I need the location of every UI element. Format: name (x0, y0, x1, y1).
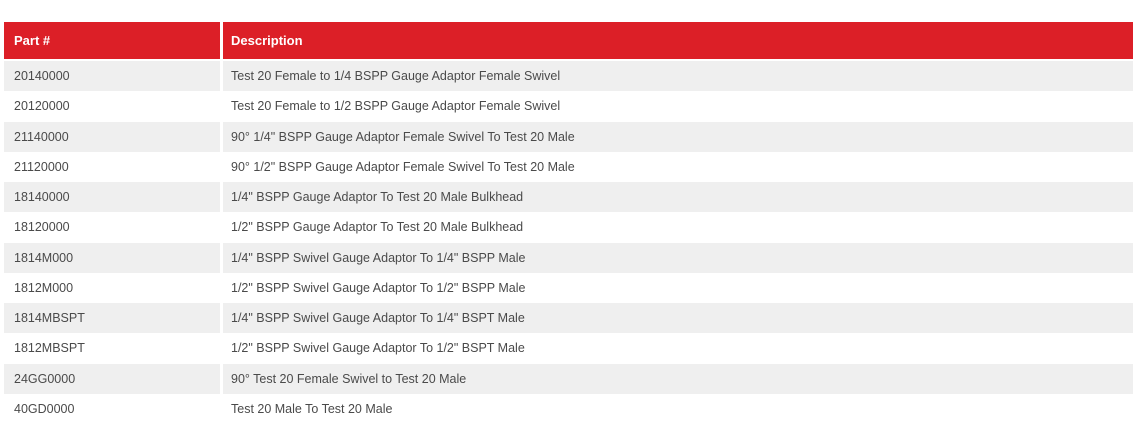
part-number-cell: 20120000 (4, 91, 220, 122)
description-cell: 90° 1/4" BSPP Gauge Adaptor Female Swive… (220, 121, 1133, 152)
description-cell: 1/4" BSPP Gauge Adaptor To Test 20 Male … (220, 182, 1133, 213)
table-row: 40GD0000 Test 20 Male To Test 20 Male (4, 393, 1133, 424)
table-body: 20140000 Test 20 Female to 1/4 BSPP Gaug… (4, 61, 1133, 424)
table-row: 21120000 90° 1/2" BSPP Gauge Adaptor Fem… (4, 151, 1133, 182)
part-number-cell: 18120000 (4, 212, 220, 243)
part-number-cell: 18140000 (4, 182, 220, 213)
part-number-cell: 1812M000 (4, 272, 220, 303)
part-number-cell: 1814MBSPT (4, 303, 220, 334)
table-row: 18140000 1/4" BSPP Gauge Adaptor To Test… (4, 182, 1133, 213)
description-cell: Test 20 Female to 1/2 BSPP Gauge Adaptor… (220, 91, 1133, 122)
table-row: 1812M000 1/2" BSPP Swivel Gauge Adaptor … (4, 272, 1133, 303)
part-number-cell: 1814M000 (4, 242, 220, 273)
parts-table: Part # Description 20140000 Test 20 Fema… (4, 22, 1133, 424)
table-row: 18120000 1/2" BSPP Gauge Adaptor To Test… (4, 212, 1133, 243)
part-number-cell: 21140000 (4, 121, 220, 152)
description-cell: 1/4" BSPP Swivel Gauge Adaptor To 1/4" B… (220, 242, 1133, 273)
description-cell: Test 20 Male To Test 20 Male (220, 393, 1133, 424)
table-row: 24GG0000 90° Test 20 Female Swivel to Te… (4, 363, 1133, 394)
header-row: Part # Description (4, 22, 1133, 61)
part-number-cell: 24GG0000 (4, 363, 220, 394)
table-row: 20140000 Test 20 Female to 1/4 BSPP Gaug… (4, 61, 1133, 92)
table-row: 1814MBSPT 1/4" BSPP Swivel Gauge Adaptor… (4, 303, 1133, 334)
description-cell: 1/2" BSPP Swivel Gauge Adaptor To 1/2" B… (220, 272, 1133, 303)
table-header: Part # Description (4, 22, 1133, 61)
part-number-cell: 21120000 (4, 151, 220, 182)
description-cell: 1/2" BSPP Gauge Adaptor To Test 20 Male … (220, 212, 1133, 243)
description-cell: 1/2" BSPP Swivel Gauge Adaptor To 1/2" B… (220, 333, 1133, 364)
part-number-cell: 1812MBSPT (4, 333, 220, 364)
part-number-cell: 40GD0000 (4, 393, 220, 424)
table-row: 1812MBSPT 1/2" BSPP Swivel Gauge Adaptor… (4, 333, 1133, 364)
description-cell: 1/4" BSPP Swivel Gauge Adaptor To 1/4" B… (220, 303, 1133, 334)
table-row: 1814M000 1/4" BSPP Swivel Gauge Adaptor … (4, 242, 1133, 273)
table-row: 20120000 Test 20 Female to 1/2 BSPP Gaug… (4, 91, 1133, 122)
column-header-description: Description (220, 22, 1133, 61)
description-cell: 90° 1/2" BSPP Gauge Adaptor Female Swive… (220, 151, 1133, 182)
column-header-part-number: Part # (4, 22, 220, 61)
description-cell: Test 20 Female to 1/4 BSPP Gauge Adaptor… (220, 61, 1133, 92)
part-number-cell: 20140000 (4, 61, 220, 92)
description-cell: 90° Test 20 Female Swivel to Test 20 Mal… (220, 363, 1133, 394)
table-row: 21140000 90° 1/4" BSPP Gauge Adaptor Fem… (4, 121, 1133, 152)
